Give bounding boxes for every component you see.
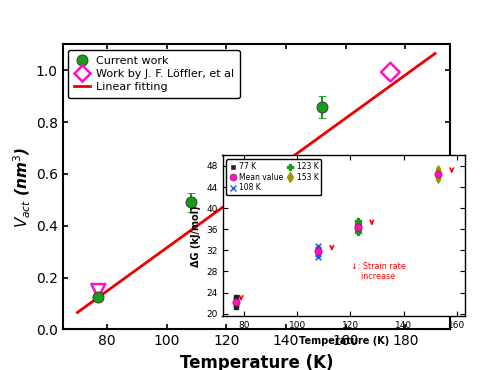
Point: [354, 218, 362, 224]
Point: [434, 166, 442, 172]
Point: [314, 249, 322, 255]
Point: [354, 226, 362, 232]
Point: [354, 229, 362, 235]
Point: [314, 251, 322, 257]
Point: [354, 221, 362, 227]
Legend: Current work, Work by J. F. Löffler, et al, Linear fitting: Current work, Work by J. F. Löffler, et …: [68, 50, 240, 98]
Point: [434, 171, 442, 177]
Point: [232, 299, 240, 305]
Point: [94, 288, 102, 294]
Point: [314, 249, 322, 255]
Point: [232, 299, 240, 305]
Point: [434, 174, 442, 179]
Point: [434, 168, 442, 174]
Point: [232, 296, 240, 302]
X-axis label: Temperature (K): Temperature (K): [298, 336, 389, 346]
Point: [434, 171, 442, 177]
Point: [354, 224, 362, 230]
X-axis label: Temperature (K): Temperature (K): [180, 354, 333, 370]
Point: [314, 246, 322, 252]
Point: [314, 243, 322, 249]
Point: [314, 254, 322, 260]
Point: [354, 224, 362, 230]
Point: [232, 294, 240, 300]
Y-axis label: ΔG (kJ/mol): ΔG (kJ/mol): [190, 205, 200, 267]
Point: [232, 302, 240, 308]
Point: [434, 176, 442, 182]
Text: ↓: Strain rate
    increase: ↓: Strain rate increase: [351, 262, 406, 281]
Legend: 77 K, Mean value, 108 K, 123 K, 153 K: 77 K, Mean value, 108 K, 123 K, 153 K: [226, 159, 322, 195]
Point: [386, 69, 394, 75]
Point: [232, 305, 240, 310]
Y-axis label: $V_{act}$ (nm$^3$): $V_{act}$ (nm$^3$): [12, 146, 33, 228]
